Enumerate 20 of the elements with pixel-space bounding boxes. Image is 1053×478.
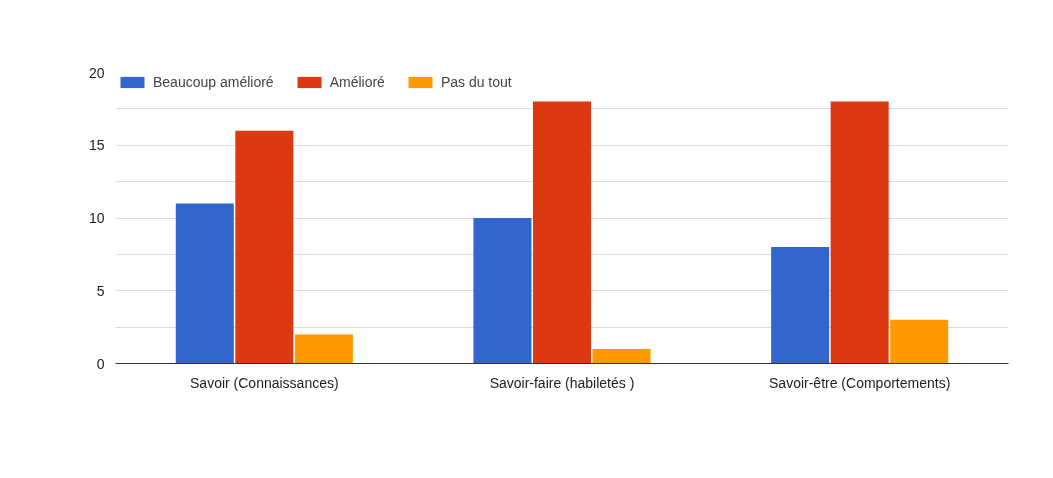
bar: [830, 101, 889, 364]
x-tick-label: Savoir (Connaissances): [190, 374, 339, 391]
legend-label: Amélioré: [329, 74, 385, 90]
bar: [890, 319, 949, 364]
bar: [294, 334, 353, 364]
x-tick-label: Savoir-faire (habiletés ): [489, 374, 635, 391]
bar: [771, 247, 830, 364]
bar: [473, 218, 532, 364]
bar: [235, 130, 294, 364]
bar: [532, 101, 592, 364]
bar: [175, 203, 234, 364]
y-tick-label: 10: [88, 210, 105, 226]
y-tick-label: 20: [88, 64, 105, 81]
legend-label: Pas du tout: [440, 74, 512, 90]
bar: [592, 348, 651, 364]
y-tick-label: 15: [88, 137, 105, 154]
y-tick-label: 0: [96, 355, 105, 372]
x-tick-label: Savoir-être (Comportements): [769, 374, 951, 391]
y-tick-label: 5: [96, 282, 105, 299]
legend-label: Beaucoup amélioré: [153, 74, 274, 90]
